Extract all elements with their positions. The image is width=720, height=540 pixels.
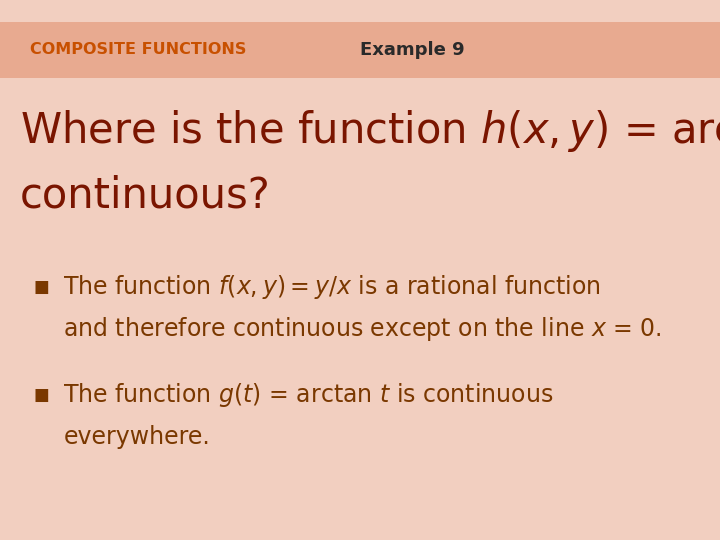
Text: and therefore continuous except on the line $x$ = 0.: and therefore continuous except on the l… [63,315,662,343]
Text: The function $g(t)$ = arctan $t$ is continuous: The function $g(t)$ = arctan $t$ is cont… [63,381,554,409]
Text: ■: ■ [34,386,50,404]
Text: Example 9: Example 9 [360,40,464,59]
Text: ■: ■ [34,278,50,296]
Text: Where is the function $h(x, y)$ = arctan$(y/x)$: Where is the function $h(x, y)$ = arctan… [20,107,720,154]
Text: COMPOSITE FUNCTIONS: COMPOSITE FUNCTIONS [30,42,247,57]
Text: everywhere.: everywhere. [63,426,210,449]
Bar [0,22,720,78]
Text: The function $f(x, y) = y/x$ is a rational function: The function $f(x, y) = y/x$ is a ration… [63,273,601,301]
Text: continuous?: continuous? [20,174,271,217]
